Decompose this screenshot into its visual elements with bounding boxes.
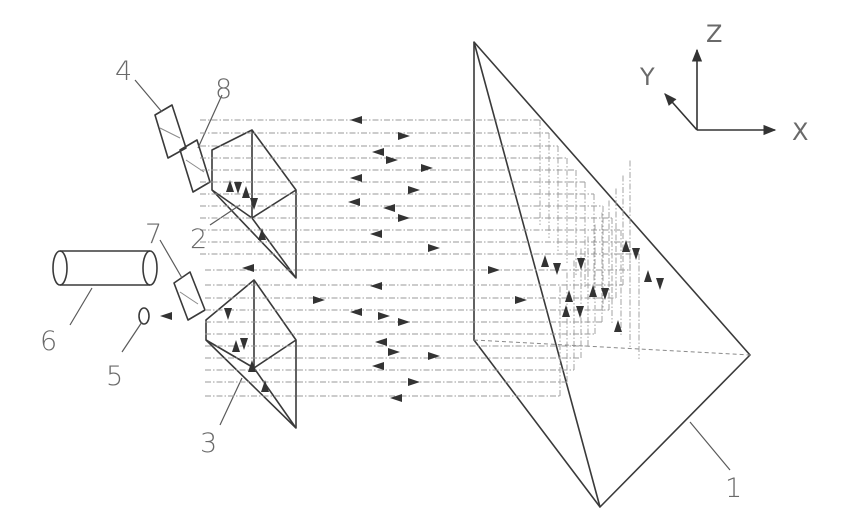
beam-arrow <box>565 290 573 302</box>
beam-arrow <box>234 182 242 194</box>
beam-splitter-7 <box>173 271 206 321</box>
beam-splitter-8 <box>179 139 211 193</box>
beam-arrow <box>350 116 362 124</box>
beam-arrow <box>258 228 266 240</box>
beam-arrow <box>576 306 584 318</box>
beam-arrow <box>644 270 652 282</box>
beam-arrow <box>553 263 561 275</box>
beam-arrow <box>250 198 258 210</box>
beam-arrow <box>224 308 232 320</box>
laser-cylinder <box>52 250 158 286</box>
beam-arrow <box>562 305 570 317</box>
axis-label-z: Z <box>706 20 722 48</box>
label-7: 7 <box>145 219 162 250</box>
beam-arrow <box>370 282 382 290</box>
beam-arrow <box>248 360 256 372</box>
upper-small-prism <box>211 129 297 279</box>
beam-arrow <box>383 204 395 212</box>
beam-arrow <box>242 186 250 198</box>
lower-small-prism <box>205 279 297 429</box>
light-beams <box>200 119 640 397</box>
beam-arrow <box>577 258 585 270</box>
beam-arrow <box>372 362 384 370</box>
beam-arrow <box>350 174 362 182</box>
beam-arrow <box>375 338 387 346</box>
beam-arrow <box>232 340 240 352</box>
beam-arrows <box>160 116 664 402</box>
beam-arrow <box>408 186 420 194</box>
axis-label-x: X <box>792 118 808 146</box>
beam-arrow <box>614 320 622 332</box>
beam-arrow <box>390 394 402 402</box>
beam-arrow <box>226 180 234 192</box>
beam-arrow <box>589 285 597 297</box>
detector-5 <box>138 307 150 325</box>
axis-label-y: Y <box>639 63 655 91</box>
beam-arrow <box>656 278 664 290</box>
beam-splitter-4 <box>154 104 187 159</box>
beam-arrow <box>370 230 382 238</box>
beam-arrow <box>408 378 420 386</box>
beam-arrow <box>313 296 325 304</box>
beam-arrow <box>386 156 398 164</box>
beam-arrow <box>350 308 362 316</box>
label-2: 2 <box>190 224 207 255</box>
beam-arrow <box>541 255 549 267</box>
beam-arrow <box>622 240 630 252</box>
label-1: 1 <box>725 473 742 504</box>
leader-lines <box>69 79 731 471</box>
beam-arrow <box>160 312 172 320</box>
label-3: 3 <box>200 428 217 459</box>
beam-arrow <box>632 248 640 260</box>
beam-arrow <box>378 312 390 320</box>
beam-arrow <box>261 380 269 392</box>
beam-arrow <box>240 338 248 350</box>
beam-arrow <box>488 266 500 274</box>
large-corner-prism <box>473 41 751 508</box>
beam-arrow <box>398 132 410 140</box>
beam-arrow <box>388 348 400 356</box>
beam-arrow <box>398 318 410 326</box>
beam-arrow <box>372 148 384 156</box>
label-5: 5 <box>106 361 123 392</box>
beam-arrow <box>515 296 527 304</box>
label-8: 8 <box>215 74 232 105</box>
beam-arrow <box>242 264 254 272</box>
beam-arrow <box>428 352 440 360</box>
beam-arrow <box>398 214 410 222</box>
beam-arrow <box>348 198 360 206</box>
label-6: 6 <box>40 326 57 357</box>
label-4: 4 <box>115 56 132 87</box>
beam-arrow <box>421 164 433 172</box>
beam-arrow <box>428 244 440 252</box>
beam-arrow <box>601 288 609 300</box>
coordinate-axes <box>664 48 777 136</box>
